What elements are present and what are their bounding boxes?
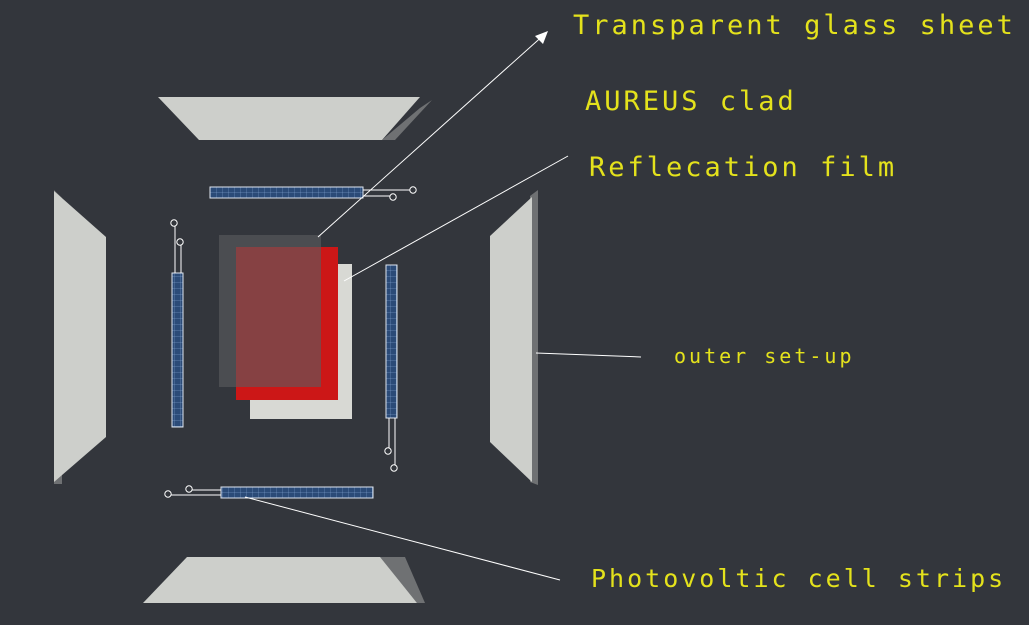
leader-pv-strips xyxy=(244,496,561,581)
pv-strip-bottom xyxy=(164,485,374,499)
label-outer-setup: outer set-up xyxy=(674,344,855,368)
pv-strip-right xyxy=(384,264,398,472)
outer-panel-top xyxy=(158,97,432,140)
terminal-icon xyxy=(389,193,397,201)
transparent-glass-sheet xyxy=(219,235,321,387)
outer-panel-bottom xyxy=(143,557,425,603)
terminal-icon xyxy=(390,464,398,472)
label-aureus-clad: AUREUS clad xyxy=(585,86,797,117)
label-transparent-glass-sheet: Transparent glass sheet xyxy=(573,10,1016,41)
leader-outer-setup xyxy=(535,352,642,358)
terminal-icon xyxy=(164,490,172,498)
terminal-icon xyxy=(409,186,417,194)
label-photovoltaic-strips: Photovoltic cell strips xyxy=(591,564,1007,593)
leader-glass xyxy=(317,31,548,238)
arrow-icon xyxy=(535,31,548,44)
terminal-icon xyxy=(185,485,193,493)
terminal-icon xyxy=(384,447,392,455)
terminal-icon xyxy=(176,238,184,246)
label-reflection-film: Reflecation film xyxy=(589,152,898,183)
outer-panel-right xyxy=(490,190,538,485)
terminal-icon xyxy=(170,219,178,227)
pv-strip-left xyxy=(170,219,184,428)
pv-strip-top xyxy=(209,186,417,201)
leader-reflection-film xyxy=(343,155,569,282)
outer-panel-left xyxy=(54,190,106,484)
